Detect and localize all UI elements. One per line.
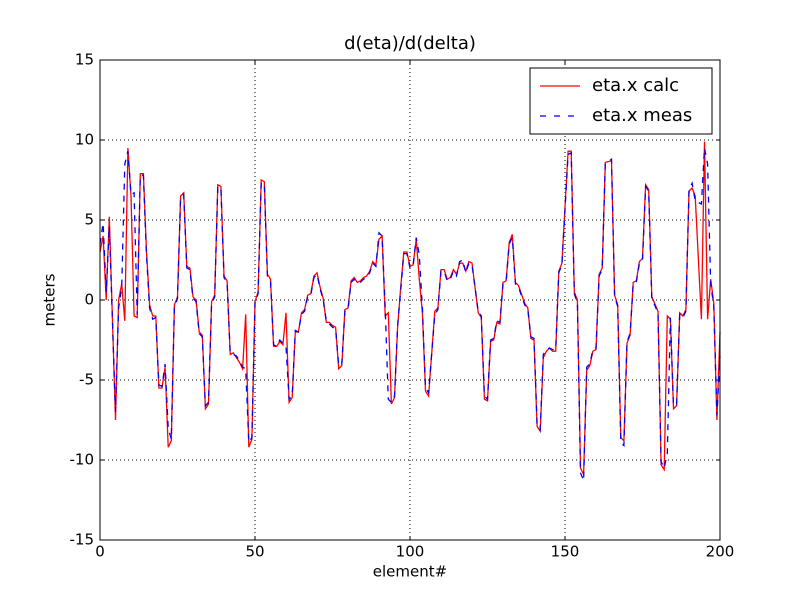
y-tick-label: 5 bbox=[84, 211, 94, 229]
legend-box bbox=[529, 67, 713, 135]
y-tick-label: -5 bbox=[79, 371, 94, 389]
y-tick-label: 0 bbox=[84, 291, 94, 309]
data-line bbox=[99, 147, 721, 482]
plot-frame bbox=[99, 59, 721, 541]
x-tick-label: 0 bbox=[95, 543, 105, 561]
y-tick-label: -15 bbox=[70, 531, 95, 549]
y-axis-label: meters bbox=[41, 273, 59, 326]
x-tick-label: 50 bbox=[245, 543, 264, 561]
y-tick-label: 10 bbox=[75, 131, 94, 149]
y-tick-label: 15 bbox=[75, 51, 94, 69]
legend-label: eta.x calc bbox=[592, 75, 679, 96]
x-axis-label: element# bbox=[373, 563, 447, 581]
x-tick-label: 100 bbox=[396, 543, 425, 561]
legend-label: eta.x meas bbox=[592, 105, 692, 126]
x-tick-label: 150 bbox=[551, 543, 580, 561]
chart-title: d(eta)/d(delta) bbox=[344, 33, 476, 54]
x-tick-label: 200 bbox=[706, 543, 735, 561]
y-tick-label: -10 bbox=[70, 451, 95, 469]
